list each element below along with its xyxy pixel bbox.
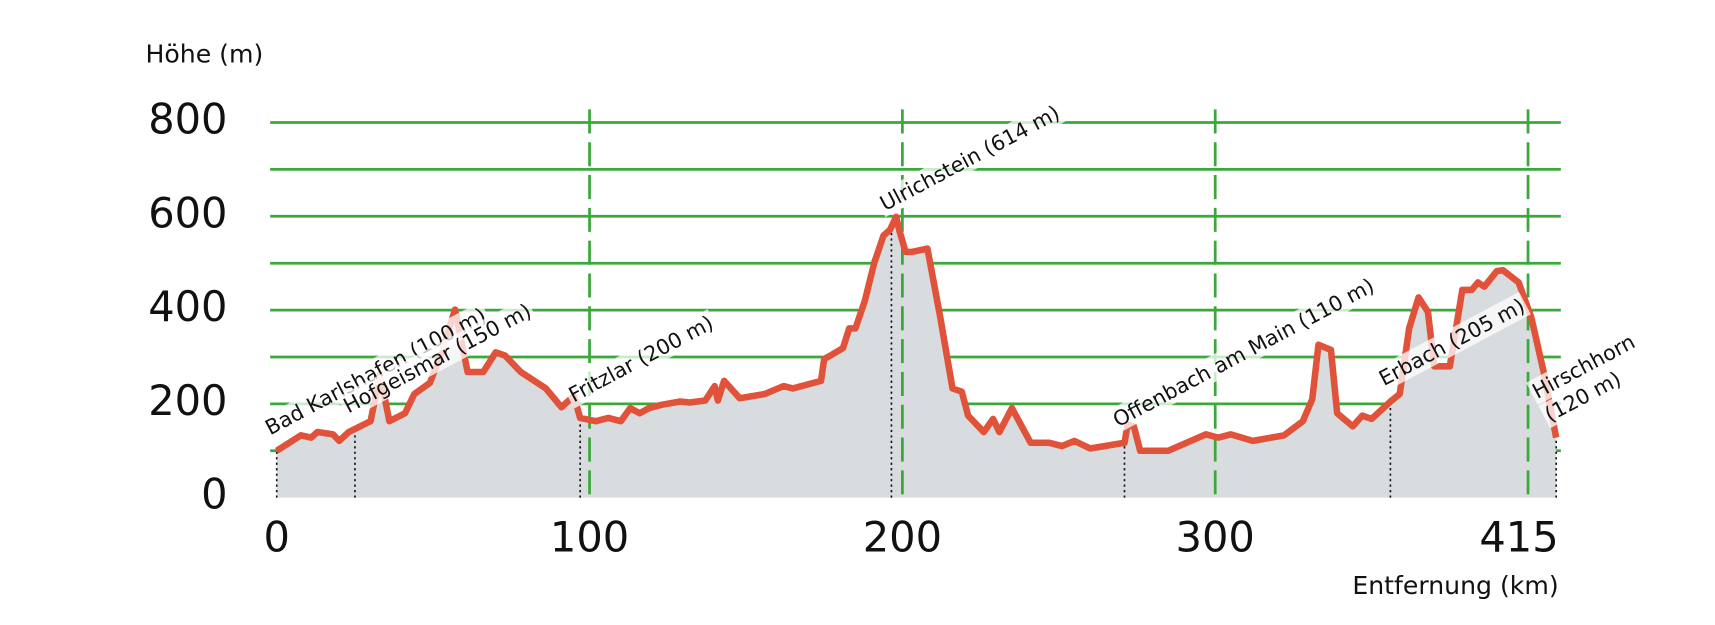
stop-name: Ulrichstein (614 m) xyxy=(876,101,1064,216)
label-background xyxy=(562,309,720,409)
label-background xyxy=(1538,365,1628,429)
label-background xyxy=(1106,271,1381,434)
y-tick-label: 600 xyxy=(148,188,227,237)
stop-name: Fritzlar (200 m) xyxy=(565,311,718,407)
y-tick-label: 800 xyxy=(148,95,227,144)
label-background xyxy=(1372,292,1531,393)
x-tick-label: 415 xyxy=(1479,512,1558,561)
stop-label: Fritzlar (200 m) xyxy=(562,309,720,409)
x-tick-label: 100 xyxy=(550,512,629,561)
plot: Höhe (m) Entfernung (km) 0 200 400 600 800 0 1… xyxy=(145,39,1642,600)
x-axis-title: Entfernung (km) xyxy=(1352,571,1558,600)
x-tick-label: 0 xyxy=(264,512,290,561)
y-axis-title: Höhe (m) xyxy=(145,39,263,68)
label-background xyxy=(258,301,493,442)
y-tick-label: 400 xyxy=(148,282,227,331)
label-background xyxy=(1526,327,1642,406)
stop-label: Hirschhorn(120 m) xyxy=(1526,327,1642,429)
elevation-line xyxy=(274,213,1560,455)
label-background xyxy=(873,99,1066,218)
label-background xyxy=(337,297,538,420)
x-tick-label: 200 xyxy=(863,512,942,561)
y-tick-label: 200 xyxy=(148,376,227,425)
y-tick-label: 0 xyxy=(201,470,227,519)
x-tick-label: 300 xyxy=(1176,512,1255,561)
elevation-area xyxy=(276,216,1557,498)
